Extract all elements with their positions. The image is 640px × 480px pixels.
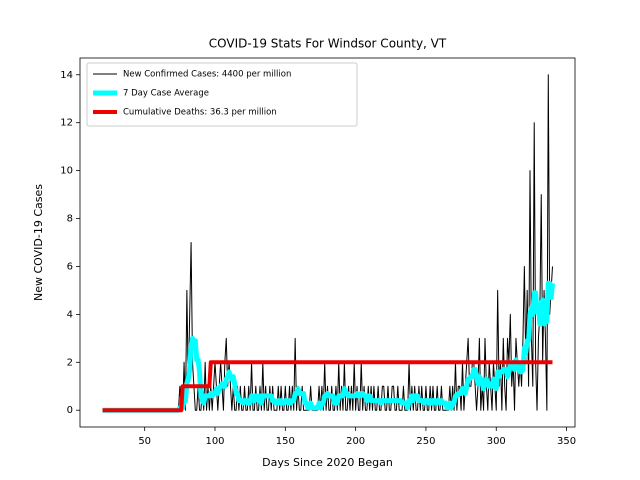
- legend-label: 7 Day Case Average: [123, 89, 209, 99]
- y-tick-label: 6: [67, 261, 73, 272]
- y-tick-label: 4: [67, 309, 73, 320]
- y-tick-label: 0: [67, 405, 73, 416]
- y-axis-label: New COVID-19 Cases: [32, 184, 45, 301]
- legend-box: [86, 62, 358, 127]
- x-axis-label: Days Since 2020 Began: [262, 456, 393, 469]
- y-tick-label: 12: [60, 118, 73, 129]
- y-tick-label: 8: [67, 214, 73, 225]
- y-tick-label: 2: [67, 357, 73, 368]
- x-tick-label: 350: [557, 436, 576, 447]
- x-tick-label: 200: [346, 436, 365, 447]
- x-tick-label: 50: [138, 436, 151, 447]
- legend-label: New Confirmed Cases: 4400 per million: [123, 70, 291, 80]
- x-tick-label: 250: [416, 436, 435, 447]
- y-tick-label: 10: [60, 166, 73, 177]
- x-tick-label: 100: [205, 436, 224, 447]
- axes-frame: [79, 57, 576, 428]
- series-line: [101, 360, 554, 413]
- chart-title: COVID-19 Stats For Windsor County, VT: [209, 37, 447, 51]
- y-tick-label: 14: [60, 70, 73, 81]
- x-tick-label: 150: [276, 436, 295, 447]
- x-tick-label: 300: [487, 436, 506, 447]
- legend-label: Cumulative Deaths: 36.3 per million: [123, 108, 277, 118]
